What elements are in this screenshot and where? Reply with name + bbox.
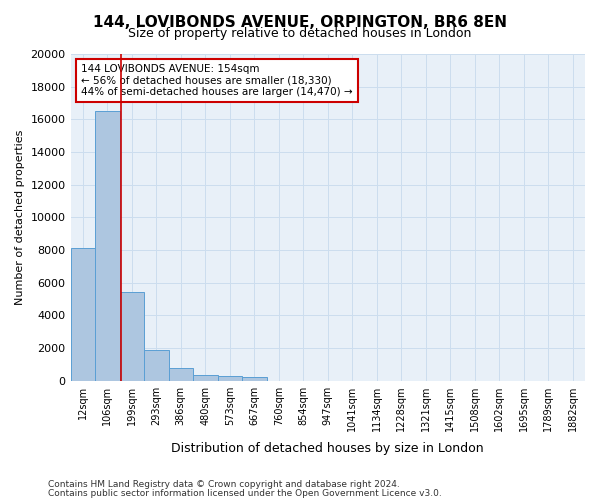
Bar: [169, 368, 193, 380]
Text: Size of property relative to detached houses in London: Size of property relative to detached ho…: [128, 28, 472, 40]
Bar: [95, 111, 119, 380]
Text: Contains public sector information licensed under the Open Government Licence v3: Contains public sector information licen…: [48, 488, 442, 498]
Bar: [193, 375, 218, 380]
Text: 144 LOVIBONDS AVENUE: 154sqm
← 56% of detached houses are smaller (18,330)
44% o: 144 LOVIBONDS AVENUE: 154sqm ← 56% of de…: [81, 64, 352, 97]
Text: Contains HM Land Registry data © Crown copyright and database right 2024.: Contains HM Land Registry data © Crown c…: [48, 480, 400, 489]
Bar: [119, 292, 144, 380]
X-axis label: Distribution of detached houses by size in London: Distribution of detached houses by size …: [172, 442, 484, 455]
Bar: [242, 378, 266, 380]
Bar: [71, 248, 95, 380]
Text: 144, LOVIBONDS AVENUE, ORPINGTON, BR6 8EN: 144, LOVIBONDS AVENUE, ORPINGTON, BR6 8E…: [93, 15, 507, 30]
Bar: [218, 376, 242, 380]
Bar: [144, 350, 169, 380]
Y-axis label: Number of detached properties: Number of detached properties: [15, 130, 25, 305]
